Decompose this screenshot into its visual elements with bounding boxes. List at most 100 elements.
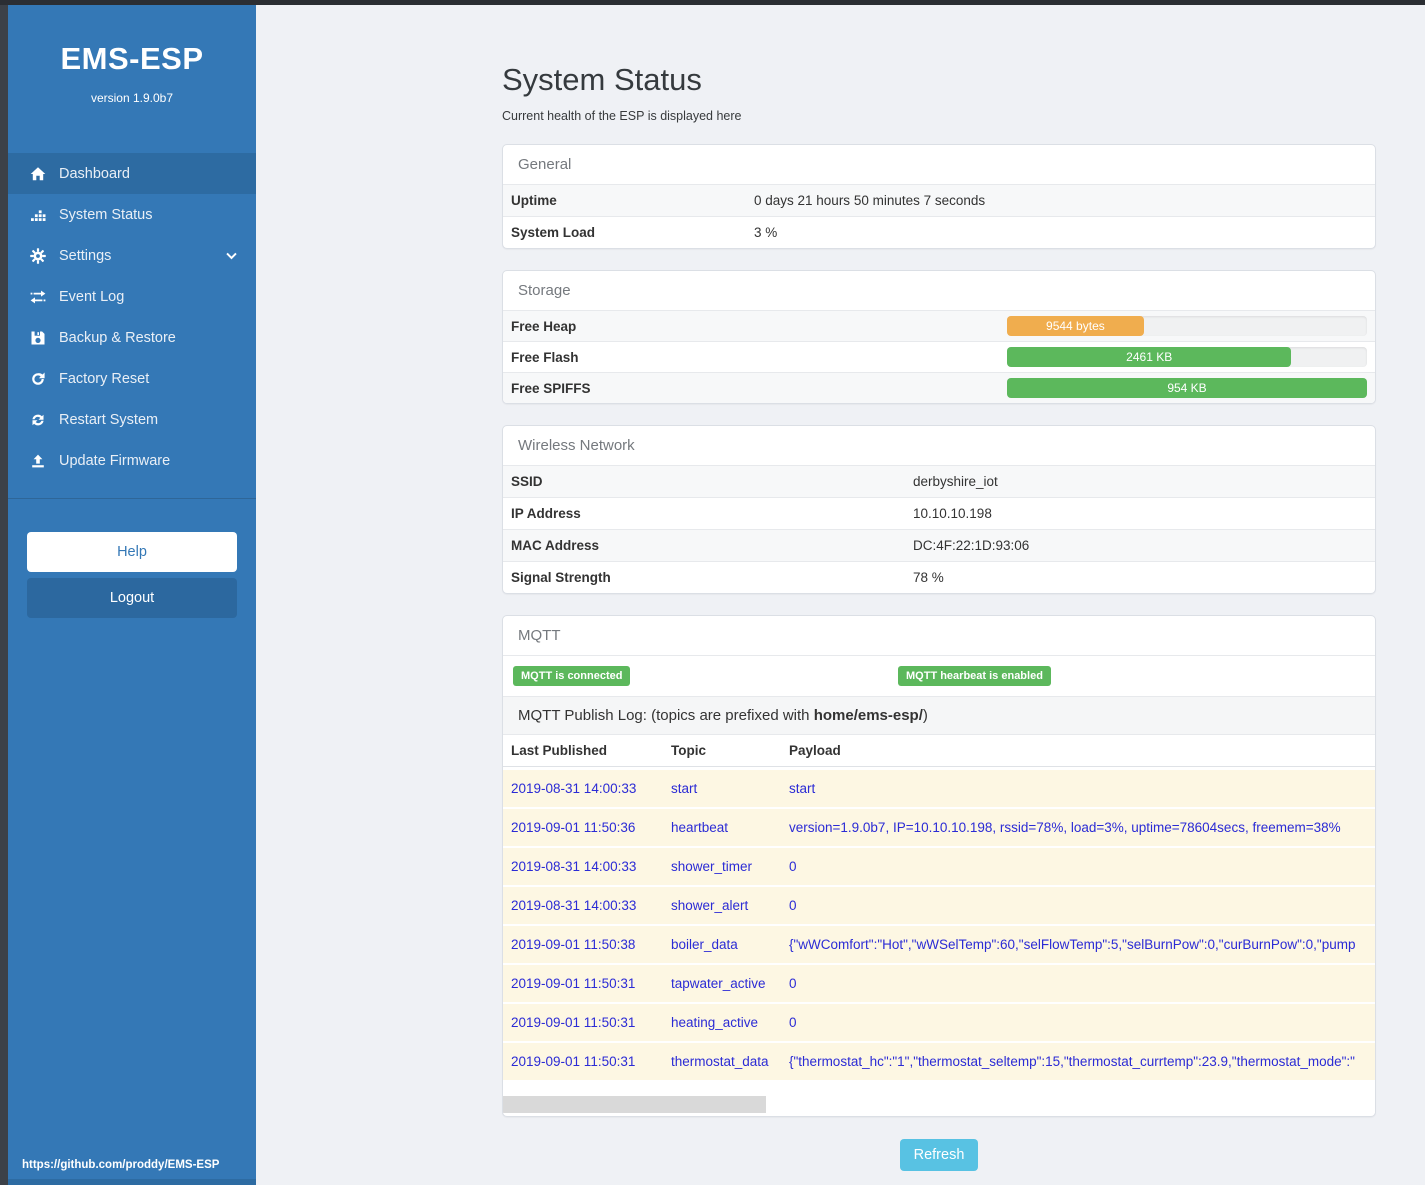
- sidebar-footer-strip: [8, 1179, 256, 1185]
- sidebar-item-label: Event Log: [59, 288, 125, 305]
- chevron-down-icon: [225, 290, 238, 303]
- info-row: IP Address 10.10.10.198: [503, 497, 1375, 529]
- info-row: Uptime 0 days 21 hours 50 minutes 7 seco…: [503, 184, 1375, 216]
- storage-panel-title: Storage: [518, 282, 571, 299]
- log-payload: 0: [789, 898, 797, 913]
- wireless-panel-title: Wireless Network: [518, 437, 635, 454]
- sidebar-item-label: Settings: [59, 247, 112, 264]
- storage-label: Free SPIFFS: [511, 380, 591, 396]
- brand: EMS-ESP version 1.9.0b7: [8, 5, 256, 105]
- info-row: System Load 3 %: [503, 216, 1375, 248]
- storage-row: Free Flash 2461 KB: [503, 341, 1375, 372]
- window-left-edge: [0, 0, 8, 1185]
- info-label: Uptime: [511, 193, 557, 208]
- log-timestamp: 2019-09-01 11:50:31: [511, 1015, 636, 1030]
- mqtt-log-header: Last Published Topic Payload: [503, 735, 1375, 767]
- log-timestamp: 2019-08-31 14:00:33: [511, 898, 637, 913]
- app-title: EMS-ESP: [60, 41, 204, 76]
- mqtt-log-row: 2019-08-31 14:00:33 shower_alert 0: [503, 887, 1375, 926]
- sidebar-item-label: Backup & Restore: [59, 329, 176, 346]
- progress-track: 2461 KB: [1007, 347, 1367, 367]
- app-version: version 1.9.0b7: [90, 91, 174, 105]
- general-panel-title: General: [518, 156, 572, 173]
- main-area: System Status Current health of the ESP …: [256, 5, 1425, 1185]
- progress-fill: 9544 bytes: [1007, 316, 1144, 336]
- scrollbar-thumb[interactable]: [503, 1096, 766, 1113]
- info-value: DC:4F:22:1D:93:06: [913, 538, 1030, 553]
- log-topic: tapwater_active: [671, 976, 766, 991]
- info-label: Signal Strength: [511, 570, 611, 585]
- info-value: 10.10.10.198: [913, 506, 992, 521]
- mqtt-log-row: 2019-08-31 14:00:33 shower_timer 0: [503, 848, 1375, 887]
- sidebar-item-label: Dashboard: [59, 165, 130, 182]
- log-payload: version=1.9.0b7, IP=10.10.10.198, rssid=…: [789, 820, 1341, 835]
- help-button[interactable]: Help: [27, 532, 237, 572]
- sidebar: EMS-ESP version 1.9.0b7 Dashboard System…: [8, 5, 256, 1185]
- chevron-down-icon: [225, 208, 238, 221]
- chevron-down-icon: [225, 454, 238, 467]
- sidebar-item-backup-restore[interactable]: Backup & Restore: [8, 317, 256, 358]
- mqtt-panel-title: MQTT: [518, 627, 561, 644]
- info-label: System Load: [511, 225, 596, 240]
- log-topic: thermostat_data: [671, 1054, 769, 1069]
- chevron-down-icon: [225, 331, 238, 344]
- mqtt-connected-badge: MQTT is connected: [513, 666, 631, 686]
- chevron-down-icon: [225, 413, 238, 426]
- sidebar-item-system-status[interactable]: System Status: [8, 194, 256, 235]
- sidebar-item-update-firmware[interactable]: Update Firmware: [8, 440, 256, 481]
- sidebar-item-factory-reset[interactable]: Factory Reset: [8, 358, 256, 399]
- log-timestamp: 2019-08-31 14:00:33: [511, 781, 637, 796]
- log-topic: heartbeat: [671, 820, 729, 835]
- col-payload: Payload: [789, 743, 841, 758]
- storage-rows: Free Heap 9544 bytes Free Flash 2461 KB …: [503, 310, 1375, 403]
- log-topic: shower_alert: [671, 898, 749, 913]
- info-value: 0 days 21 hours 50 minutes 7 seconds: [754, 193, 986, 208]
- save-icon: [30, 330, 46, 346]
- info-value: derbyshire_iot: [913, 474, 998, 489]
- sitemap-icon: [30, 207, 46, 223]
- log-payload: {"thermostat_hc":"1","thermostat_seltemp…: [789, 1054, 1355, 1069]
- mqtt-log-rows: 2019-08-31 14:00:33 start start 2019-09-…: [503, 770, 1375, 1082]
- info-value: 3 %: [754, 225, 778, 240]
- info-row: SSID derbyshire_iot: [503, 465, 1375, 497]
- progress-track: 954 KB: [1007, 378, 1367, 398]
- storage-row: Free SPIFFS 954 KB: [503, 372, 1375, 403]
- mqtt-log-row: 2019-09-01 11:50:31 heating_active 0: [503, 1004, 1375, 1043]
- mqtt-log-row: 2019-09-01 11:50:31 tapwater_active 0: [503, 965, 1375, 1004]
- log-payload: 0: [789, 859, 797, 874]
- log-topic: boiler_data: [671, 937, 738, 952]
- chevron-down-icon: [225, 167, 238, 180]
- sidebar-item-label: Restart System: [59, 411, 159, 428]
- sidebar-item-settings[interactable]: Settings: [8, 235, 256, 276]
- progress-track: 9544 bytes: [1007, 316, 1367, 336]
- log-timestamp: 2019-09-01 11:50:31: [511, 1054, 636, 1069]
- mqtt-topic-prefix: home/ems-esp/: [813, 707, 923, 724]
- logout-button[interactable]: Logout: [27, 578, 237, 618]
- sidebar-item-event-log[interactable]: Event Log: [8, 276, 256, 317]
- log-topic: shower_timer: [671, 859, 753, 874]
- log-topic: start: [671, 781, 698, 796]
- storage-row: Free Heap 9544 bytes: [503, 310, 1375, 341]
- sidebar-divider: [8, 498, 256, 499]
- sidebar-item-restart-system[interactable]: Restart System: [8, 399, 256, 440]
- refresh-button[interactable]: Refresh: [899, 1139, 979, 1171]
- window-top-edge: [0, 0, 1425, 5]
- info-row: Signal Strength 78 %: [503, 561, 1375, 593]
- mqtt-heartbeat-badge: MQTT hearbeat is enabled: [898, 666, 1051, 686]
- log-timestamp: 2019-08-31 14:00:33: [511, 859, 637, 874]
- github-link[interactable]: https://github.com/proddy/EMS-ESP: [22, 1159, 220, 1171]
- redo-icon: [30, 371, 46, 387]
- chevron-down-icon: [225, 249, 238, 262]
- mqtt-panel: MQTT MQTT is connected MQTT hearbeat is …: [502, 615, 1376, 1117]
- info-value: 78 %: [913, 570, 944, 585]
- info-label: MAC Address: [511, 538, 600, 553]
- sync-icon: [30, 412, 46, 428]
- mqtt-badges-row: MQTT is connected MQTT hearbeat is enabl…: [503, 655, 1375, 696]
- chevron-down-icon: [225, 372, 238, 385]
- sidebar-item-label: Update Firmware: [59, 452, 171, 469]
- mqtt-log-row: 2019-09-01 11:50:36 heartbeat version=1.…: [503, 809, 1375, 848]
- info-row: MAC Address DC:4F:22:1D:93:06: [503, 529, 1375, 561]
- wireless-rows: SSID derbyshire_iot IP Address 10.10.10.…: [503, 465, 1375, 593]
- sidebar-item-dashboard[interactable]: Dashboard: [8, 153, 256, 194]
- info-label: SSID: [511, 474, 543, 489]
